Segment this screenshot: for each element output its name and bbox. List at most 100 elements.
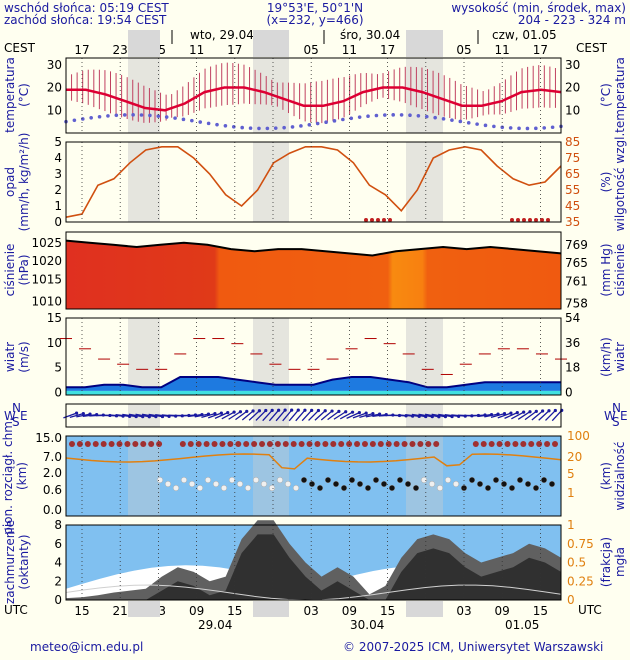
compass-n-right: N	[612, 401, 621, 415]
fog-right-label: (frakcja)	[599, 537, 613, 587]
pressure-right-unit: (mm Hg)	[599, 243, 613, 296]
wind-arrow-56	[431, 413, 446, 418]
precip-tick-4: 1	[54, 199, 62, 213]
dewpoint-dot-53	[508, 126, 513, 130]
dewpoint-dot-10	[148, 113, 152, 118]
dewpoint-dot-14	[181, 117, 186, 122]
wind-left-unit: (m/s)	[17, 341, 31, 372]
dewpoint-dot-15	[190, 118, 194, 123]
wind-arrow-9	[122, 413, 137, 418]
wind-arrow-37	[308, 410, 319, 421]
wind-arrowhead-72	[547, 409, 551, 413]
temp-tick-30-left: 30	[47, 58, 62, 72]
cloud-low-dot-14	[269, 485, 276, 492]
cloud-low-dot-31	[405, 481, 412, 488]
dewpoint-dot-48	[466, 121, 471, 125]
cloud-low-dot-7	[212, 481, 219, 488]
pressure-area	[66, 240, 561, 309]
compass-s-left: S	[12, 415, 20, 429]
wind-arrow-31	[268, 409, 280, 422]
precip-left-label: opad	[3, 167, 17, 197]
dewpoint-dot-7	[122, 113, 127, 117]
wind-arrow-19	[188, 413, 203, 418]
wind-arrowhead-31	[277, 408, 281, 412]
dewpoint-dot-35	[357, 115, 362, 119]
cloud-top-dot-0	[69, 441, 75, 447]
cloud-top-dot-44	[417, 441, 424, 447]
cloud-low-dot-43	[501, 481, 508, 488]
cloud-top-dot-32	[322, 441, 329, 447]
dewpoint-dot-34	[349, 116, 354, 121]
dewpoint-dot-46	[450, 118, 454, 122]
pressure-left-label: ciśnienie	[3, 244, 17, 297]
cloud-top-dot-3	[92, 441, 99, 447]
cloud-low-dot-30	[397, 477, 404, 484]
cloud-low-dot-47	[533, 485, 540, 492]
cloud-top-dot-53	[488, 441, 495, 447]
precip-night-band-2	[406, 142, 443, 222]
dewpoint-dot-11	[156, 114, 161, 118]
top-hour-tick-12: 17	[533, 43, 548, 57]
dewpoint-dot-23	[257, 126, 261, 131]
email-link[interactable]: meteo@icm.edu.pl	[30, 640, 144, 654]
cloud-low-dot-40	[477, 481, 484, 488]
cloud-top-dot-60	[544, 441, 551, 447]
fog-tick-3: 0.25	[567, 574, 594, 588]
pressure-mm-tick-1: 765	[565, 256, 588, 270]
cloudcover-left-label: zachmurzenie	[3, 520, 17, 604]
cloud-low-dot-24	[349, 477, 356, 484]
dewpoint-dot-45	[441, 117, 446, 121]
cloud-low-dot-2	[172, 485, 179, 492]
cloud-top-dot-43	[409, 441, 416, 447]
cloud-low-dot-9	[228, 477, 235, 484]
wind-arrow-69	[517, 411, 531, 420]
wind-arrowhead-39	[330, 409, 334, 413]
wind-arrow-74	[551, 409, 563, 422]
wind-arrow-64	[484, 413, 499, 418]
cloud-low-dot-0	[156, 477, 163, 484]
cloud-low-dot-20	[317, 485, 324, 492]
wind-arrowhead-35	[303, 408, 307, 412]
cloud-low-dot-28	[381, 481, 388, 488]
visibility-tick-0: 100	[567, 429, 590, 443]
cloud-top-dot-52	[480, 441, 487, 447]
wind-arrow-22	[207, 412, 222, 419]
wind-arrowhead-38	[323, 409, 327, 413]
cloud-top-dot-14	[179, 441, 186, 447]
humidity-tick-0: 85	[565, 135, 580, 149]
wind-arrowhead-1	[81, 412, 85, 416]
cloudbase-night-band-2	[406, 436, 443, 516]
top-tz-right: CEST	[576, 41, 607, 55]
dewpoint-dot-42	[416, 114, 421, 118]
wind-right-label: wiatr	[613, 342, 627, 372]
cloud-top-dot-39	[377, 441, 384, 447]
wind-arrow-51	[398, 414, 413, 417]
dewpoint-dot-29	[307, 123, 312, 127]
wind-arrow-63	[477, 413, 492, 418]
dewpoint-dot-33	[341, 117, 345, 122]
wind-arrowhead-66	[509, 411, 513, 415]
bottom-hour-tick-1: 21	[113, 604, 128, 618]
precip-night-band-1	[253, 142, 289, 222]
pressure-tick-2: 1015	[31, 272, 62, 286]
precip-marker-0-372	[370, 218, 374, 222]
cloud-top-dot-19	[219, 441, 226, 447]
wind-arrow-1	[69, 412, 84, 419]
dewpoint-dot-32	[332, 119, 337, 123]
cloudcover-tick-4: 0	[54, 593, 62, 607]
compass-w-left: W	[4, 409, 16, 423]
cloud-top-dot-34	[338, 441, 345, 447]
wind-arrow-53	[411, 413, 426, 418]
cloud-top-dot-4	[100, 441, 107, 447]
fog-tick-1: 0.75	[567, 537, 594, 551]
top-night-band-1	[253, 30, 289, 57]
temp-tick-30-right: 30	[565, 58, 580, 72]
temp-tick-20-left: 20	[47, 81, 62, 95]
dewpoint-dot-24	[265, 126, 270, 131]
wind-arrowhead-40	[337, 409, 341, 413]
cloud-low-dot-13	[261, 481, 268, 488]
wind-arrow-39	[320, 410, 333, 421]
sunset-text: zachód słońca: 19:54 CEST	[4, 13, 167, 27]
cloud-low-dot-3	[180, 477, 187, 484]
dewpoint-dot-41	[408, 113, 412, 118]
